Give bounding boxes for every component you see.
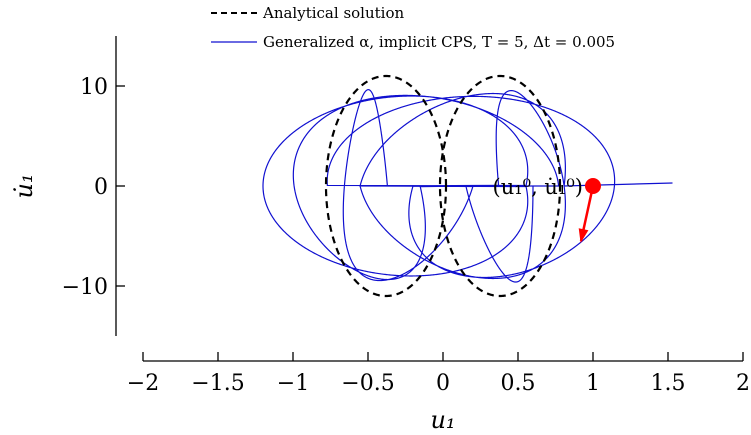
x-tick-label: −0.5 [341,371,394,396]
x-tick-label: 2 [736,371,750,396]
y-axis-label: u̇₁ [10,173,38,198]
x-tick-label: 1.5 [651,371,686,396]
x-tick-label: 0.5 [501,371,536,396]
x-tick-label: 1 [586,371,600,396]
y-tick-label: −10 [62,275,108,300]
y-tick-label: 0 [94,175,108,200]
y-tick-label: 10 [80,75,108,100]
initial-condition-arrowhead [578,228,589,243]
legend: Analytical solution Generalized α, impli… [211,4,615,51]
x-tick-label: −2 [127,371,159,396]
legend-label-analytical: Analytical solution [262,4,404,22]
x-tick-label: −1.5 [191,371,244,396]
series-analytical-line [324,74,562,298]
series-numerical-line [262,89,673,283]
x-axis-label: u₁ [430,406,455,434]
x-tick-label: −1 [277,371,309,396]
initial-condition-annotation: (u₁⁰, u̇₁⁰) [493,175,601,243]
x-axis-ticks: −2 −1.5 −1 −0.5 0 0.5 1 1.5 2 [127,352,750,396]
x-tick-label: 0 [436,371,450,396]
initial-condition-label: (u₁⁰, u̇₁⁰) [493,175,583,199]
y-axis-ticks: −10 0 10 [62,75,125,300]
legend-label-numerical: Generalized α, implicit CPS, T = 5, Δt =… [263,33,615,51]
initial-condition-marker [585,178,601,194]
